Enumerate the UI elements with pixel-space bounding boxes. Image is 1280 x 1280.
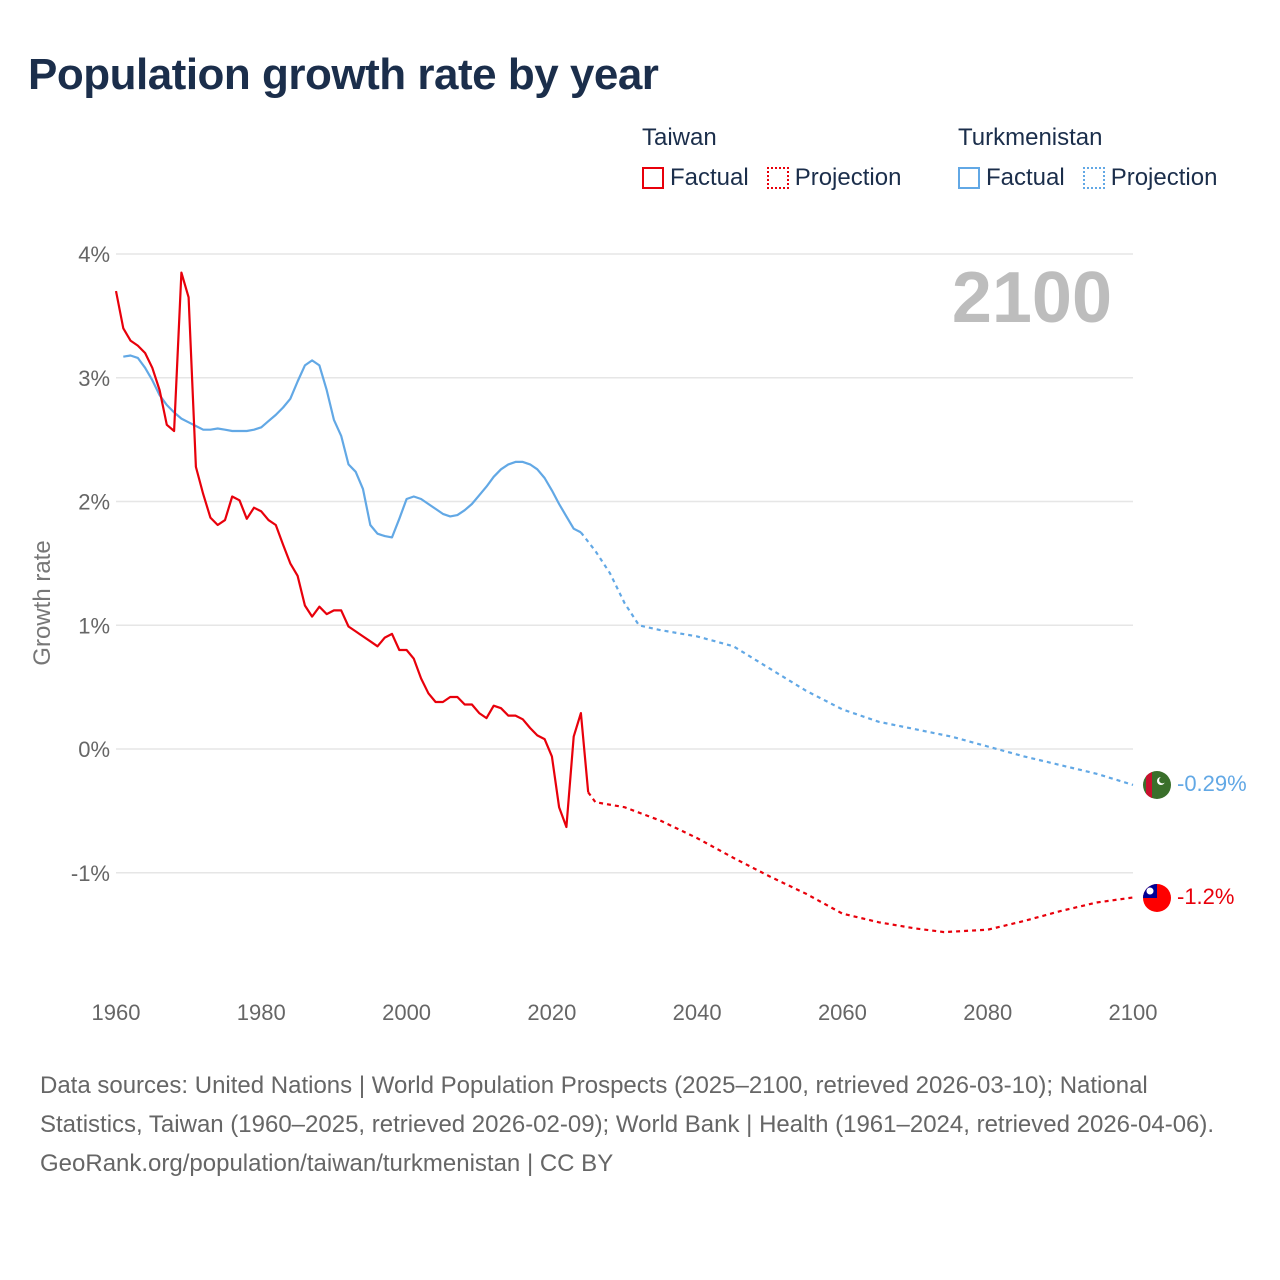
chart-title: Population growth rate by year bbox=[28, 50, 659, 99]
series-lines bbox=[114, 271, 1134, 934]
legend-group-taiwan: Taiwan Factual Projection bbox=[642, 124, 901, 192]
y-axis-label: Growth rate bbox=[29, 540, 56, 665]
grid-lines bbox=[116, 253, 1133, 874]
x-tick-label: 1980 bbox=[237, 1000, 286, 1025]
turkmenistan-factual-line bbox=[123, 354, 582, 539]
legend-swatch-solid bbox=[958, 167, 980, 189]
legend-swatch-solid bbox=[642, 167, 664, 189]
attribution-link[interactable]: GeoRank.org/population/taiwan/turkmenist… bbox=[40, 1150, 614, 1177]
legend-group-turkmenistan: Turkmenistan Factual Projection bbox=[958, 124, 1217, 192]
y-axis-ticks: 4% 3% 2% 1% 0% -1% bbox=[71, 242, 110, 886]
x-tick-label: 1960 bbox=[92, 1000, 141, 1025]
turkmenistan-end-value: -0.29% bbox=[1177, 771, 1247, 796]
legend-title-turkmenistan: Turkmenistan bbox=[958, 124, 1103, 151]
x-tick-label: 2040 bbox=[673, 1000, 722, 1025]
x-axis-ticks: 1960 1980 2000 2020 2040 2060 2080 2100 bbox=[92, 1000, 1158, 1025]
legend-swatch-dotted bbox=[1082, 167, 1105, 189]
legend-swatch-dotted bbox=[766, 167, 789, 189]
legend-label: Projection bbox=[1110, 164, 1218, 191]
legend-item-taiwan-projection[interactable]: Projection bbox=[766, 164, 902, 192]
turkmenistan-projection-line bbox=[580, 531, 1134, 786]
legend-item-taiwan-factual[interactable]: Factual bbox=[642, 164, 749, 192]
y-tick-label: 4% bbox=[78, 242, 110, 267]
taiwan-projection-line bbox=[587, 791, 1134, 934]
x-tick-label: 2100 bbox=[1109, 1000, 1158, 1025]
turkmenistan-flag-icon bbox=[1143, 771, 1171, 799]
x-tick-label: 2020 bbox=[527, 1000, 576, 1025]
taiwan-end-value: -1.2% bbox=[1177, 884, 1234, 909]
y-tick-label: 2% bbox=[78, 490, 110, 515]
legend-title-taiwan: Taiwan bbox=[642, 124, 717, 151]
y-tick-label: 3% bbox=[78, 366, 110, 391]
y-tick-label: -1% bbox=[71, 861, 110, 886]
line-chart: 4% 3% 2% 1% 0% -1% 1960 1980 2000 2020 2040 2060 20… bbox=[29, 242, 1247, 1025]
legend-label: Factual bbox=[986, 164, 1065, 191]
x-tick-label: 2000 bbox=[382, 1000, 431, 1025]
y-tick-label: 0% bbox=[78, 737, 110, 762]
legend-label: Factual bbox=[670, 164, 749, 191]
footer: Data sources: United Nations | World Pop… bbox=[40, 1066, 1240, 1183]
legend-label: Projection bbox=[794, 164, 902, 191]
x-tick-label: 2060 bbox=[818, 1000, 867, 1025]
x-tick-label: 2080 bbox=[963, 1000, 1012, 1025]
legend-item-turkmenistan-factual[interactable]: Factual bbox=[958, 164, 1065, 192]
y-tick-label: 1% bbox=[78, 613, 110, 638]
legend-item-turkmenistan-projection[interactable]: Projection bbox=[1082, 164, 1218, 192]
taiwan-factual-line bbox=[114, 271, 590, 829]
year-indicator: 2100 bbox=[952, 258, 1112, 338]
data-sources-text: Data sources: United Nations | World Pop… bbox=[40, 1072, 1215, 1138]
taiwan-flag-icon bbox=[1143, 884, 1171, 912]
